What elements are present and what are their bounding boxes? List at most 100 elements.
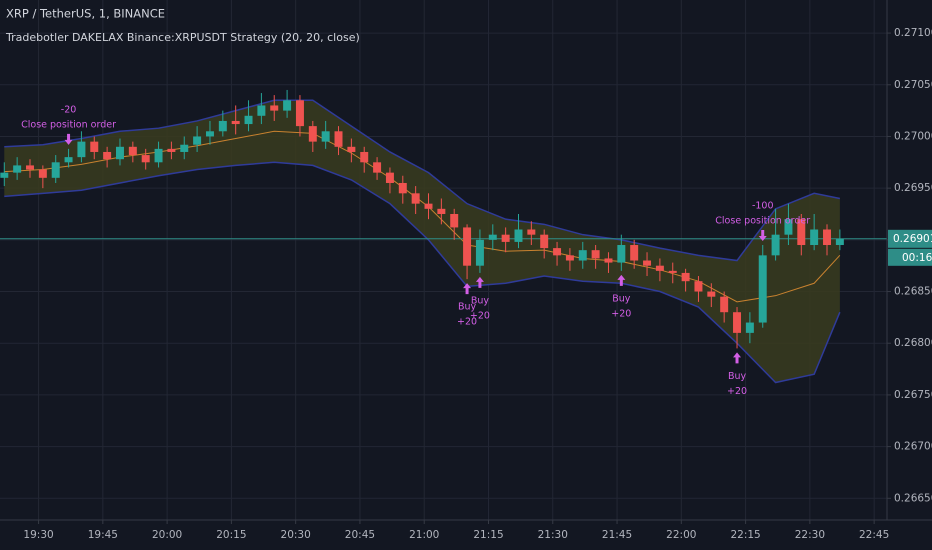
annotation-label: -20: [61, 104, 77, 115]
x-tick-label: 19:30: [23, 529, 53, 541]
band-upper: [4, 99, 841, 262]
annotation-label: Close position order: [715, 216, 810, 227]
candle-body: [540, 234, 549, 249]
candle-body: [141, 155, 150, 163]
x-tick-label: 19:45: [88, 529, 118, 541]
x-tick-label: 22:00: [666, 529, 696, 541]
x-tick-label: 21:45: [602, 529, 632, 541]
candle-body: [115, 146, 124, 160]
candle-body: [218, 120, 227, 132]
x-tick-label: 20:00: [152, 529, 182, 541]
candle-body: [463, 227, 472, 266]
candle-body: [283, 100, 292, 111]
x-tick-label: 22:15: [730, 529, 760, 541]
annotation-label: +20: [470, 310, 490, 321]
annotation-arrow: [617, 274, 626, 286]
chart-title: XRP / TetherUS, 1, BINANCE: [6, 7, 165, 21]
band-fill: [4, 100, 840, 383]
candle-body: [617, 245, 626, 263]
candle-body: [514, 229, 523, 242]
candle-body: [77, 141, 86, 158]
annotation-label: -100: [752, 201, 774, 212]
annotation-label: Buy: [471, 295, 490, 306]
candle-body: [103, 151, 112, 160]
candle-body: [180, 144, 189, 152]
candle-body: [373, 162, 382, 173]
candle-body: [154, 148, 163, 163]
countdown-label: 00:16: [902, 252, 932, 264]
annotation-arrow: [475, 276, 484, 288]
candle-body: [424, 203, 433, 209]
x-tick-label: 20:15: [216, 529, 246, 541]
candle-body: [437, 208, 446, 214]
candle-body: [257, 105, 266, 116]
candle-body: [694, 281, 703, 292]
candle-body: [823, 229, 831, 246]
annotation-arrow: [64, 133, 73, 145]
last-price-tag: [888, 229, 932, 248]
candle-body: [167, 148, 176, 152]
candle-body: [604, 258, 613, 263]
candle-body: [321, 131, 330, 142]
annotation-label: +20: [457, 317, 477, 328]
candle-body: [733, 312, 742, 333]
candle-body: [565, 255, 574, 261]
candle-body: [784, 219, 793, 235]
candle-body: [758, 255, 767, 323]
candle-body: [64, 157, 73, 163]
countdown-tag: [888, 248, 932, 266]
candle-body: [398, 182, 407, 194]
candle-body: [360, 151, 369, 163]
candle-body: [655, 265, 664, 271]
candle-body: [0, 172, 9, 178]
annotation-label: +20: [611, 308, 631, 319]
candle-body: [90, 141, 99, 152]
candle-body: [630, 245, 639, 261]
candle-body: [385, 172, 394, 183]
candle-body: [501, 234, 510, 242]
candle-body: [38, 169, 47, 178]
x-tick-label: 21:30: [538, 529, 568, 541]
candle-body: [797, 219, 806, 246]
y-tick-label: 0.27100: [894, 27, 932, 39]
annotation-label: Buy: [728, 371, 747, 382]
candle-body: [668, 270, 677, 273]
candle-body: [231, 120, 240, 125]
candle-body: [334, 131, 343, 147]
annotation-arrow: [733, 352, 742, 364]
candle-body: [578, 250, 587, 261]
candle-body: [411, 193, 420, 204]
candle-body: [347, 146, 356, 152]
annotation-arrow: [758, 230, 767, 242]
candle-body: [193, 136, 202, 145]
x-tick-label: 21:00: [409, 529, 439, 541]
candle-body: [450, 213, 459, 228]
candle-body: [475, 239, 484, 266]
candle-body: [308, 126, 317, 142]
annotation-arrow: [463, 283, 472, 295]
chart-subtitle: Tradebotler DAKELAX Binance:XRPUSDT Stra…: [5, 31, 360, 44]
candle-body: [295, 100, 304, 127]
candle-body: [720, 296, 729, 313]
candle-body: [553, 248, 562, 256]
annotation-label: +20: [727, 386, 747, 397]
candle-body: [270, 105, 279, 111]
x-tick-label: 21:15: [473, 529, 503, 541]
candle-body: [681, 272, 690, 282]
candle-body: [128, 146, 137, 156]
candle-body: [51, 162, 60, 178]
candle-body: [26, 165, 34, 170]
x-tick-label: 22:45: [859, 529, 889, 541]
